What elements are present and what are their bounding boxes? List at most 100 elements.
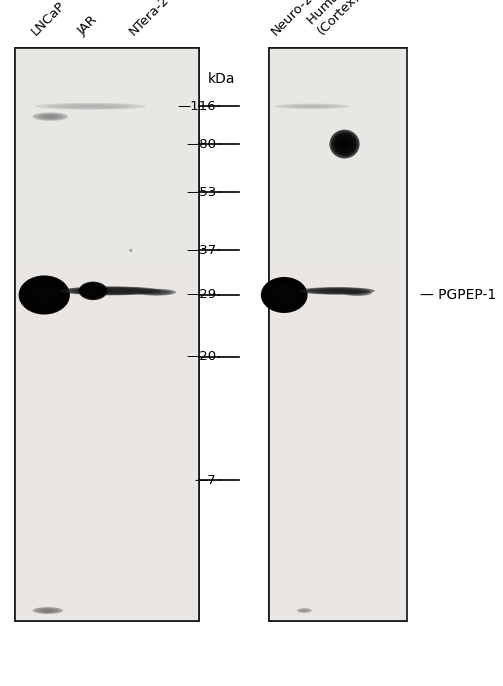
- Ellipse shape: [331, 132, 358, 156]
- Text: — PGPEP-1: — PGPEP-1: [420, 288, 496, 302]
- Ellipse shape: [31, 285, 57, 305]
- Ellipse shape: [40, 609, 55, 613]
- Ellipse shape: [80, 283, 106, 299]
- Ellipse shape: [273, 287, 295, 303]
- Ellipse shape: [79, 106, 102, 107]
- Ellipse shape: [332, 290, 342, 292]
- Text: —116: —116: [178, 100, 216, 113]
- Ellipse shape: [106, 290, 116, 292]
- Ellipse shape: [129, 248, 132, 252]
- Ellipse shape: [275, 288, 294, 302]
- Ellipse shape: [351, 292, 363, 294]
- Ellipse shape: [272, 285, 297, 305]
- Ellipse shape: [302, 106, 321, 107]
- Ellipse shape: [266, 281, 303, 309]
- Ellipse shape: [85, 285, 102, 296]
- Ellipse shape: [101, 290, 121, 292]
- Ellipse shape: [46, 115, 55, 118]
- Ellipse shape: [339, 139, 350, 150]
- Ellipse shape: [139, 289, 173, 295]
- Ellipse shape: [142, 290, 170, 294]
- Ellipse shape: [89, 288, 98, 294]
- Ellipse shape: [345, 290, 369, 296]
- Ellipse shape: [96, 289, 126, 292]
- Ellipse shape: [65, 287, 156, 295]
- Ellipse shape: [270, 284, 298, 306]
- Ellipse shape: [293, 105, 331, 108]
- Ellipse shape: [86, 289, 136, 293]
- Ellipse shape: [327, 290, 347, 292]
- Ellipse shape: [43, 294, 46, 296]
- Ellipse shape: [25, 281, 63, 309]
- Ellipse shape: [274, 104, 350, 109]
- Ellipse shape: [70, 287, 151, 294]
- Ellipse shape: [81, 283, 105, 298]
- Ellipse shape: [278, 290, 290, 300]
- Ellipse shape: [36, 289, 52, 301]
- Ellipse shape: [33, 607, 63, 614]
- Text: —29: —29: [186, 289, 216, 301]
- Ellipse shape: [329, 130, 360, 158]
- Ellipse shape: [264, 279, 304, 311]
- Ellipse shape: [90, 289, 96, 293]
- Text: LNCaP: LNCaP: [29, 0, 68, 38]
- Ellipse shape: [20, 276, 68, 314]
- Ellipse shape: [39, 292, 49, 298]
- Text: kDa: kDa: [208, 72, 235, 86]
- Ellipse shape: [341, 141, 348, 147]
- Text: —53: —53: [186, 186, 216, 198]
- Ellipse shape: [304, 287, 370, 294]
- Bar: [269, 48, 407, 621]
- Ellipse shape: [149, 291, 162, 294]
- Ellipse shape: [35, 103, 146, 110]
- Ellipse shape: [44, 610, 51, 611]
- Ellipse shape: [302, 610, 307, 611]
- Ellipse shape: [41, 292, 47, 298]
- Ellipse shape: [281, 292, 287, 298]
- Ellipse shape: [36, 608, 59, 613]
- Ellipse shape: [277, 289, 292, 301]
- Ellipse shape: [41, 115, 59, 119]
- Text: Human Brain
(Cortex): Human Brain (Cortex): [305, 0, 386, 38]
- Ellipse shape: [78, 281, 107, 300]
- Ellipse shape: [22, 278, 67, 312]
- Ellipse shape: [337, 137, 352, 151]
- Text: —80: —80: [186, 138, 216, 150]
- Ellipse shape: [46, 104, 135, 109]
- Ellipse shape: [313, 289, 361, 293]
- Ellipse shape: [60, 287, 161, 296]
- Text: Neuro-2A: Neuro-2A: [269, 0, 322, 38]
- Ellipse shape: [318, 289, 356, 293]
- Ellipse shape: [24, 279, 65, 311]
- Ellipse shape: [88, 287, 99, 294]
- Ellipse shape: [309, 288, 365, 294]
- Text: —20: —20: [186, 351, 216, 363]
- Ellipse shape: [299, 609, 309, 612]
- Ellipse shape: [37, 113, 63, 119]
- Ellipse shape: [267, 282, 301, 308]
- Ellipse shape: [263, 279, 306, 311]
- Ellipse shape: [333, 133, 356, 155]
- Ellipse shape: [152, 292, 159, 293]
- Ellipse shape: [323, 289, 351, 292]
- Bar: [15, 48, 199, 621]
- Ellipse shape: [261, 277, 307, 313]
- Ellipse shape: [146, 291, 166, 294]
- Ellipse shape: [280, 292, 289, 298]
- Ellipse shape: [33, 113, 68, 121]
- Ellipse shape: [297, 608, 312, 613]
- Ellipse shape: [57, 104, 124, 108]
- Ellipse shape: [284, 104, 340, 108]
- Ellipse shape: [30, 284, 59, 306]
- Ellipse shape: [348, 291, 366, 295]
- Ellipse shape: [75, 287, 146, 294]
- Ellipse shape: [68, 105, 113, 108]
- Ellipse shape: [38, 290, 51, 300]
- Ellipse shape: [354, 292, 360, 294]
- Ellipse shape: [86, 286, 100, 296]
- Ellipse shape: [35, 287, 54, 303]
- Text: —7: —7: [195, 474, 216, 486]
- Ellipse shape: [299, 287, 375, 295]
- Ellipse shape: [92, 290, 95, 292]
- Ellipse shape: [91, 289, 131, 293]
